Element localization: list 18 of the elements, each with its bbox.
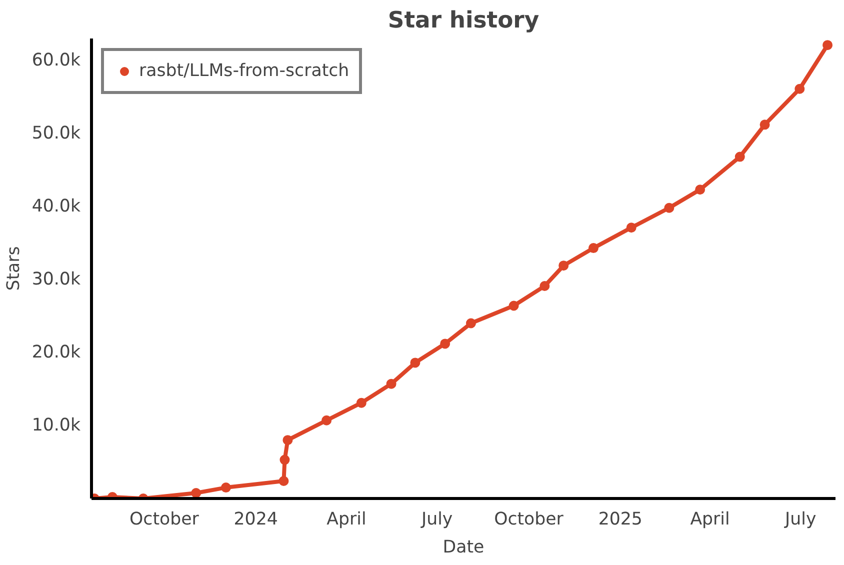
y-tick-label: 60.0k	[32, 50, 81, 70]
y-tick-label: 50.0k	[32, 123, 81, 144]
x-tick-label: October	[130, 510, 200, 530]
x-tick-label: 2025	[598, 510, 642, 530]
x-tick-label: July	[784, 510, 816, 530]
chart-title: Star history	[388, 8, 540, 34]
x-tick-label: April	[690, 510, 730, 530]
x-tick-label: October	[494, 510, 564, 530]
y-tick-label: 20.0k	[32, 342, 81, 362]
legend-label: rasbt/LLMs-from-scratch	[139, 61, 350, 81]
y-tick-label: 10.0k	[32, 415, 81, 436]
x-tick-label: 2024	[234, 510, 278, 530]
y-tick-label: 40.0k	[32, 196, 81, 216]
y-tick-label: 30.0k	[32, 269, 81, 290]
x-axis-title: Date	[442, 538, 484, 558]
y-axis-title: Stars	[4, 246, 24, 291]
x-tick-label: July	[420, 510, 453, 530]
x-tick-label: April	[326, 510, 366, 530]
